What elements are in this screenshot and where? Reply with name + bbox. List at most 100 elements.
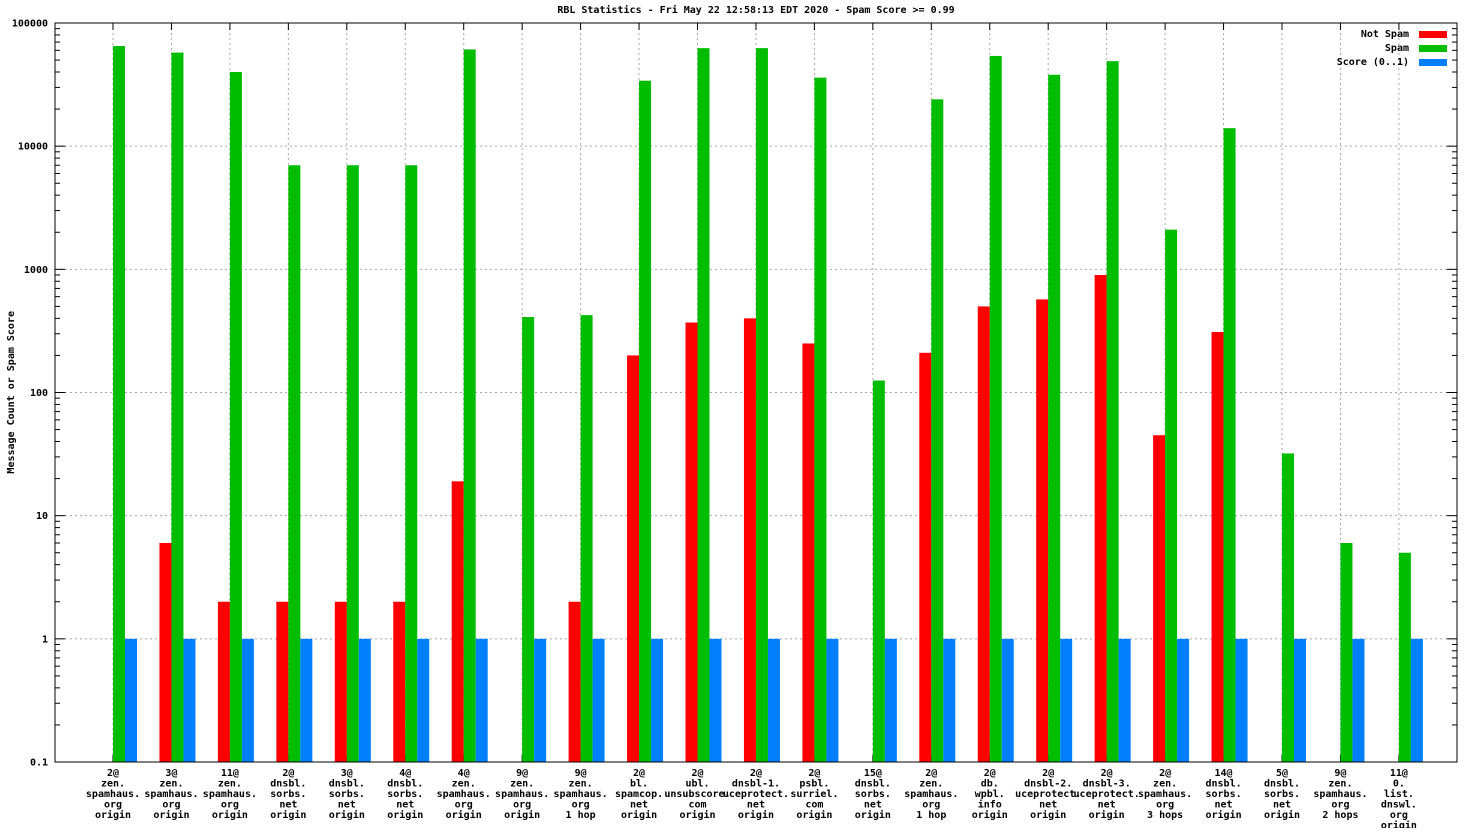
x-category-label: net	[747, 800, 765, 811]
bar-not-spam	[393, 601, 406, 762]
x-category-label: 9@	[575, 768, 587, 779]
x-category-label: org	[1390, 810, 1408, 821]
x-category-label: 2@	[107, 768, 119, 779]
x-category-label: origin	[796, 809, 832, 821]
x-category-label: origin	[738, 809, 774, 821]
bar-score	[1001, 638, 1014, 762]
x-category-label: net	[630, 800, 648, 811]
x-category-label: zen.	[510, 779, 534, 790]
bar-spam	[171, 52, 184, 763]
x-category-label: dnsbl.	[855, 779, 891, 790]
x-category-label: org	[922, 800, 940, 811]
bar-score	[826, 638, 839, 762]
x-category-label: dnsbl-3.	[1083, 779, 1131, 790]
x-category-label: spamhaus.	[437, 789, 491, 800]
x-category-label: sorbs.	[1205, 789, 1241, 800]
x-category-label: 9@	[516, 768, 528, 779]
x-category-label: origin	[1264, 809, 1300, 821]
x-category-label: 15@	[864, 768, 882, 779]
x-category-label: sorbs.	[855, 789, 891, 800]
x-category-label: 11@	[221, 768, 239, 779]
x-category-label: origin	[855, 809, 891, 821]
plot-border	[54, 22, 1458, 763]
x-category-label: 2@	[1042, 768, 1054, 779]
x-category-label: sorbs.	[270, 789, 306, 800]
bar-spam	[814, 77, 827, 762]
bar-score	[1118, 638, 1131, 762]
bar-spam	[1223, 128, 1236, 762]
x-category-label: 2@	[984, 768, 996, 779]
bar-spam	[1282, 453, 1294, 762]
bar-spam	[1106, 61, 1119, 762]
x-category-label: uceprotect.	[1074, 789, 1140, 800]
x-category-label: net	[1273, 800, 1291, 811]
legend-item-score-0-1: Score (0..1)	[1337, 55, 1447, 69]
y-tick-label: 10	[36, 511, 48, 522]
y-tick-label: 100000	[12, 19, 48, 30]
bar-score	[1410, 638, 1423, 762]
chart-title: RBL Statistics - Fri May 22 12:58:13 EDT…	[557, 5, 955, 16]
bar-score	[1235, 638, 1248, 762]
x-category-label: zen.	[1153, 779, 1177, 790]
bar-score	[241, 638, 254, 762]
x-category-label: dnsbl.	[270, 779, 306, 790]
bar-score	[125, 638, 137, 762]
x-category-label: origin	[621, 809, 657, 821]
bar-score	[767, 638, 780, 762]
x-category-label: spamhaus.	[495, 789, 549, 800]
bar-score	[183, 638, 196, 762]
x-category-label: dnsbl.	[1264, 779, 1300, 790]
x-category-label: spamhaus.	[1138, 789, 1192, 800]
legend-swatch	[1419, 30, 1447, 38]
x-category-label: zen.	[218, 779, 242, 790]
bar-spam	[1398, 552, 1411, 762]
x-category-label: org	[572, 800, 590, 811]
x-category-label: zen.	[569, 779, 593, 790]
bar-not-spam	[1153, 435, 1166, 762]
bar-not-spam	[276, 601, 289, 762]
bar-spam	[1048, 74, 1061, 762]
legend-item-not-spam: Not Spam	[1337, 27, 1447, 41]
x-category-label: spamhaus.	[1313, 789, 1367, 800]
x-category-label: 2@	[1101, 768, 1113, 779]
bar-score	[709, 638, 722, 762]
legend-item-spam: Spam	[1337, 41, 1447, 55]
bar-score	[592, 638, 605, 762]
x-category-label: zen.	[159, 779, 183, 790]
bar-not-spam	[685, 322, 698, 762]
x-category-label: 0.	[1393, 779, 1405, 790]
bar-not-spam	[743, 318, 756, 762]
x-category-label: 1 hop	[566, 810, 596, 821]
x-category-label: list.	[1384, 788, 1414, 800]
bar-not-spam	[1211, 331, 1224, 762]
bar-spam	[697, 48, 710, 763]
x-category-label: net	[1215, 800, 1233, 811]
x-category-label: origin	[504, 809, 540, 821]
bar-spam	[346, 165, 359, 762]
x-category-label: spamhaus.	[144, 789, 198, 800]
x-category-label: origin	[153, 809, 189, 821]
bar-not-spam	[919, 352, 932, 762]
x-category-label: org	[162, 800, 180, 811]
x-category-label: com	[688, 800, 706, 811]
legend-swatch	[1419, 58, 1447, 66]
bar-score	[943, 638, 956, 762]
x-category-label: net	[864, 800, 882, 811]
bar-spam	[288, 165, 301, 762]
x-category-label: org	[455, 800, 473, 811]
legend-label: Spam	[1384, 42, 1409, 54]
x-category-label: net	[338, 800, 356, 811]
x-category-label: uceprotect.	[723, 789, 789, 800]
bar-spam	[755, 48, 768, 763]
x-category-label: origin	[1089, 809, 1125, 821]
bar-score	[475, 638, 488, 762]
x-category-label: zen.	[452, 779, 476, 790]
x-category-label: origin	[212, 809, 248, 821]
x-category-label: zen.	[1328, 779, 1352, 790]
x-category-label: org	[1331, 800, 1349, 811]
x-category-label: sorbs.	[1264, 789, 1300, 800]
legend: Not Spam Spam Score (0..1)	[1337, 27, 1447, 69]
